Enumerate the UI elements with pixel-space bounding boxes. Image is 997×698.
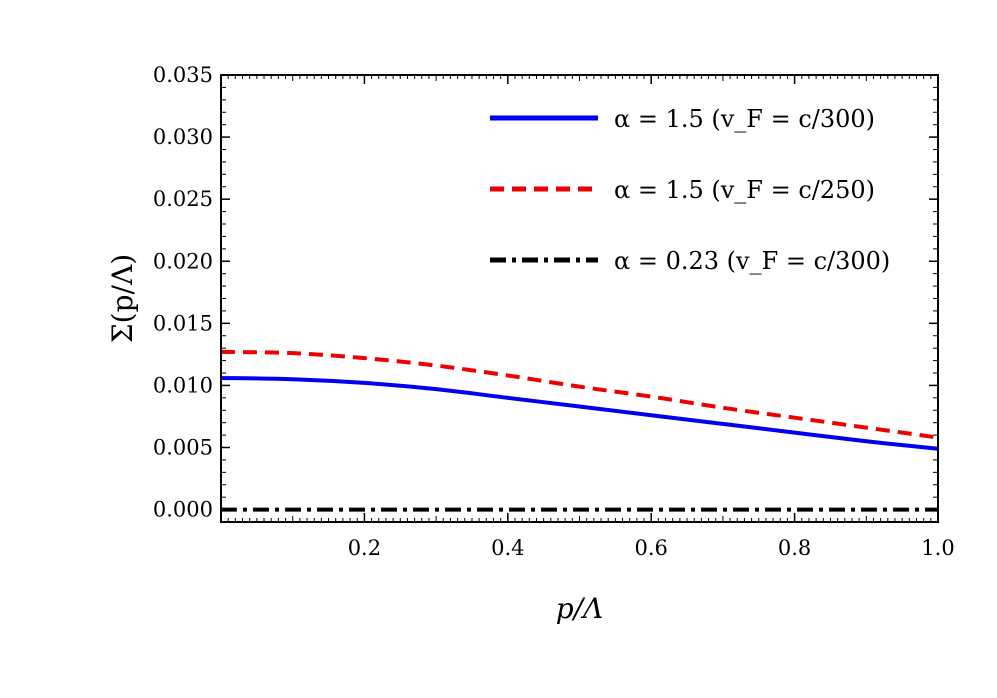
y-axis-title: Σ(p/Λ) bbox=[106, 254, 139, 343]
y-tick-label: 0.020 bbox=[153, 249, 213, 273]
legend: α = 1.5 (v_F = c/300) α = 1.5 (v_F = c/25… bbox=[490, 105, 890, 275]
series-line-1 bbox=[220, 375, 939, 451]
y-tick-label: 0.025 bbox=[153, 187, 213, 211]
series-lines bbox=[220, 349, 939, 512]
y-tick-label: 0.005 bbox=[153, 436, 213, 460]
x-tick-label: 0.4 bbox=[491, 536, 524, 560]
series-line-2 bbox=[220, 349, 939, 440]
legend-label-1: α = 1.5 (v_F = c/300) bbox=[614, 105, 875, 133]
y-ticks: 0.000 0.005 0.010 0.015 0.020 0.025 0.030 0.035 bbox=[153, 63, 938, 523]
legend-label-2: α = 1.5 (v_F = c/250) bbox=[614, 176, 875, 204]
y-tick-label: 0.035 bbox=[153, 63, 213, 87]
legend-label-3: α = 0.23 (v_F = c/300) bbox=[614, 247, 890, 275]
y-tick-label: 0.015 bbox=[153, 311, 213, 335]
x-tick-label: 0.8 bbox=[778, 536, 811, 560]
x-axis-title: p/Λ bbox=[556, 592, 604, 625]
x-tick-label: 1.0 bbox=[921, 536, 954, 560]
y-tick-label: 0.030 bbox=[153, 125, 213, 149]
x-ticks: 0.2 0.4 0.6 0.8 1.0 bbox=[227, 75, 955, 560]
x-tick-label: 0.2 bbox=[348, 536, 381, 560]
y-tick-label: 0.000 bbox=[153, 498, 213, 522]
plot-frame bbox=[220, 74, 939, 523]
x-tick-label: 0.6 bbox=[634, 536, 667, 560]
y-tick-label: 0.010 bbox=[153, 373, 213, 397]
